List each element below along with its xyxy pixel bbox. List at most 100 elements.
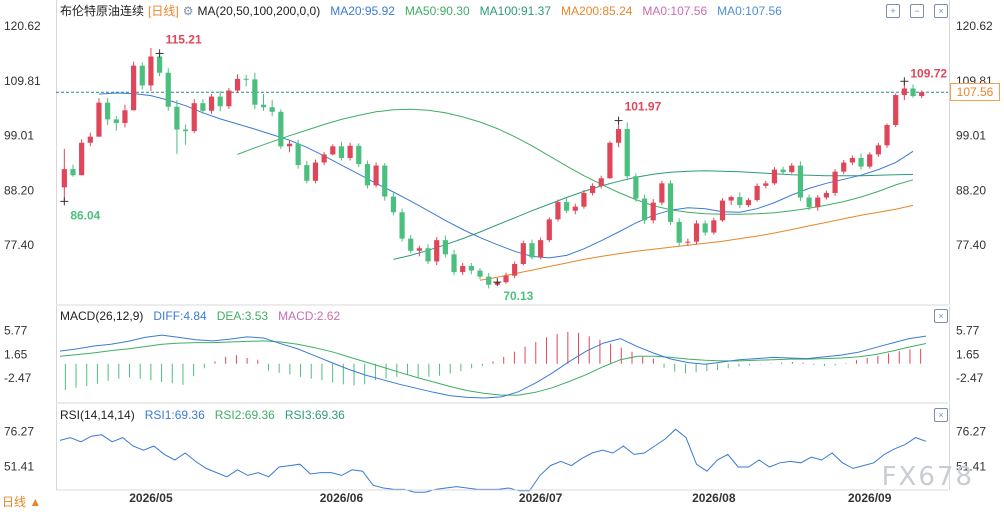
extreme-price-label: 101.97 (625, 100, 662, 114)
macd-header: MACD(26,12,9) DIFF:4.84 DEA:3.53 MACD:2.62 (60, 309, 350, 323)
candle-body (884, 125, 890, 146)
candle-body (607, 142, 613, 179)
candle-body (113, 119, 119, 123)
rsi-axis-left-label: 51.41 (4, 459, 34, 473)
date-axis-label: 2026/06 (320, 491, 364, 505)
candle-body (139, 65, 145, 86)
price-axis-right-label: 88.20 (956, 183, 986, 197)
candle-body (330, 146, 336, 155)
candle-body (564, 202, 570, 211)
close-icon[interactable]: × (934, 4, 948, 18)
price-axis-left-label: 99.01 (4, 129, 34, 143)
candle-body (156, 56, 163, 73)
rsi-line (59, 428, 927, 493)
ma200-value: MA200:85.24 (561, 4, 633, 18)
candle-body (841, 162, 847, 172)
extreme-price-label: 115.21 (166, 32, 202, 46)
rsi-close-icon[interactable]: × (934, 408, 948, 422)
candle-body (512, 263, 518, 276)
candle-body (468, 266, 474, 271)
candle-body (555, 202, 561, 220)
candle-body (624, 129, 630, 177)
rsi1-value: RSI1:69.36 (144, 408, 205, 422)
price-axis-left-label: 88.20 (4, 183, 34, 197)
candle-body (390, 196, 397, 213)
candle-body (910, 88, 916, 97)
price-axis-left-label: 77.40 (4, 238, 34, 252)
candle-body (338, 146, 345, 158)
candle-body (434, 240, 440, 262)
settings-icon[interactable]: ⚙ (182, 4, 194, 18)
price-panel-frame (56, 0, 950, 305)
candle-body (503, 275, 509, 283)
candle-body (711, 220, 717, 233)
candle-body (364, 164, 371, 186)
candle-body (416, 248, 422, 251)
candle-body (581, 192, 587, 207)
candle-body (763, 183, 769, 186)
candle-body (182, 129, 189, 132)
price-header: 布伦特原油连续 [日线] ⚙ MA(20,50,100,200,0,0) MA20:95… (60, 4, 792, 18)
candle-body (70, 169, 76, 176)
candle-body (693, 223, 700, 242)
last-price-tag: 107.56 (950, 83, 1000, 102)
candle-body (295, 143, 301, 166)
candle-body (702, 223, 708, 233)
period-selector[interactable]: 日线 ▲ (2, 495, 42, 509)
macd-diff-line (59, 334, 927, 399)
candle-body (321, 154, 327, 163)
candle-body (546, 219, 552, 241)
rsi3-value: RSI3:69.36 (284, 408, 345, 422)
price-axis-right-label: 99.01 (956, 129, 986, 143)
date-axis-label: 2026/09 (848, 491, 892, 505)
candle-body (919, 92, 925, 97)
macd-close-icon[interactable]: × (934, 309, 948, 323)
candle-body (737, 197, 743, 206)
candle-body (312, 162, 319, 181)
candle-body (719, 200, 726, 221)
ma-settings-label[interactable]: MA(20,50,100,200,0,0) (197, 4, 321, 18)
ma20-line (98, 92, 914, 259)
remove-indicator-icon[interactable]: − (910, 4, 924, 18)
candle-body (408, 238, 414, 251)
candle-body (79, 142, 85, 176)
candle-body (529, 243, 535, 258)
candle-body (589, 185, 596, 193)
candle-body (858, 157, 864, 167)
candle-body (226, 90, 232, 107)
instrument-title: 布伦特原油连续 (60, 4, 145, 18)
rsi-settings-label[interactable]: RSI(14,14,14) (60, 408, 135, 422)
candle-body (269, 107, 275, 112)
candle-body (96, 102, 102, 137)
price-axis-left-label: 109.81 (4, 74, 41, 88)
macd-axis-left-label: 5.77 (4, 324, 28, 338)
candle-body (200, 103, 206, 111)
period-label[interactable]: [日线] (148, 4, 179, 18)
candle-body (806, 197, 812, 208)
candle-body (399, 212, 405, 239)
ma50-value: MA50:90.30 (404, 4, 470, 18)
ma50-line (237, 108, 914, 215)
candle-body (87, 136, 93, 143)
macd-settings-label[interactable]: MACD(26,12,9) (60, 309, 144, 323)
candle-body (754, 185, 760, 201)
candle-body (667, 183, 674, 222)
candle-body (685, 241, 691, 243)
candle-body (659, 183, 665, 203)
ma20-value: MA20:95.92 (330, 4, 395, 18)
candle-body (572, 206, 578, 211)
candle-body (598, 178, 604, 186)
candle-body (304, 165, 310, 181)
rsi-panel-frame (56, 404, 950, 490)
rsi-axis-right-label: 76.27 (956, 425, 986, 439)
candle-body (641, 198, 648, 221)
macd-diff-value: DIFF:4.84 (153, 309, 207, 323)
candle-body (191, 103, 197, 132)
candle-body (823, 192, 830, 198)
candle-body (105, 102, 111, 120)
rsi-axis-left-label: 76.27 (4, 425, 34, 439)
candle-body (815, 197, 821, 208)
candle-body (286, 143, 293, 147)
add-indicator-icon[interactable]: + (886, 4, 900, 18)
